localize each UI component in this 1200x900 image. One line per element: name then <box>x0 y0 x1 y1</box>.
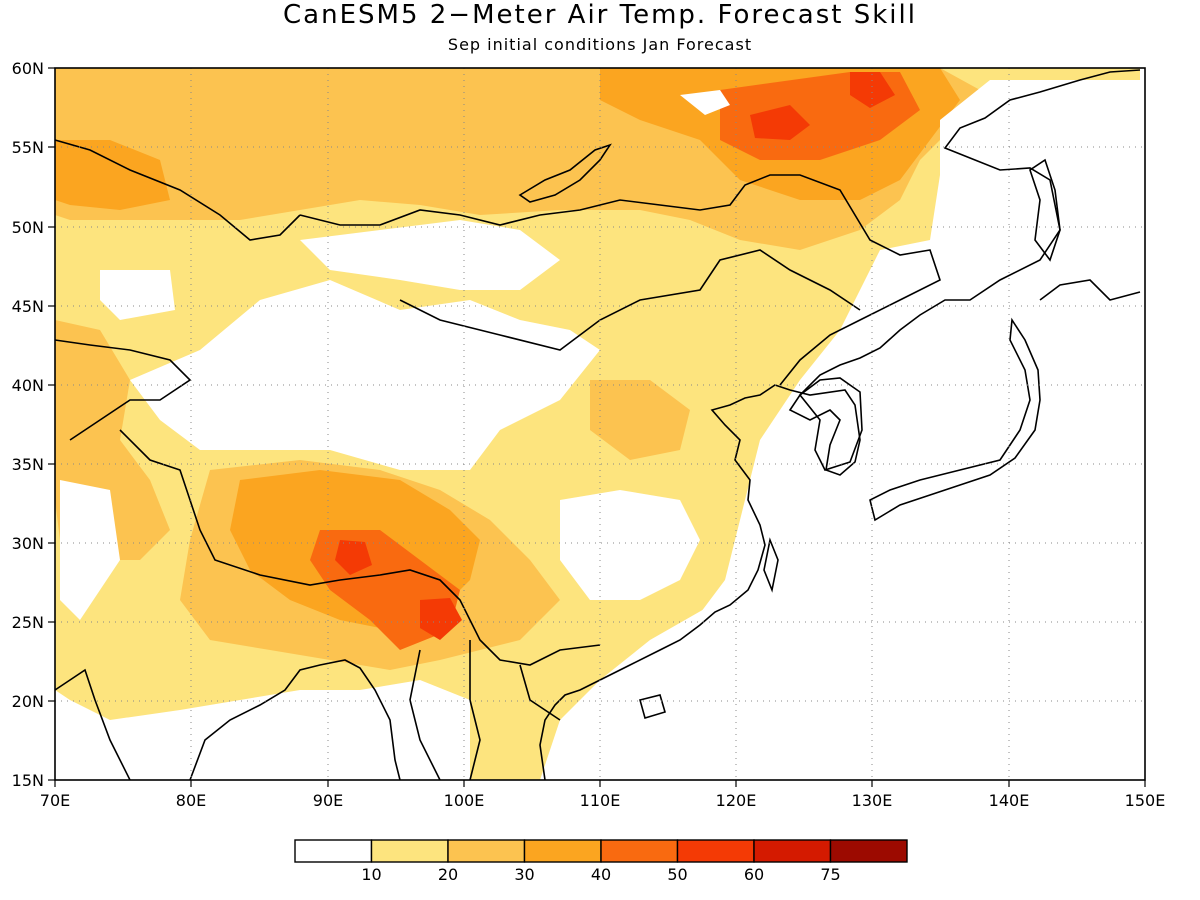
skill-fill-layer <box>55 68 1140 780</box>
coastline-bay-of-bengal <box>189 659 401 781</box>
coastline-hokkaido <box>1039 279 1141 301</box>
coastline-east-asia <box>539 69 1141 781</box>
skill-region-20-30 <box>590 380 690 460</box>
colorbar-swatch <box>676 839 755 863</box>
lon-labels: 70E 80E 90E 100E 110E 120E 130E 140E 150… <box>40 791 1166 810</box>
lon-tick-label: 70E <box>40 791 70 810</box>
colorbar-swatch <box>370 839 449 863</box>
skill-region-low <box>560 490 700 600</box>
axis-ticks <box>48 67 1146 787</box>
coastline-sakhalin <box>1029 158 1061 262</box>
lon-tick-label: 90E <box>313 791 343 810</box>
lake-baikal <box>518 143 612 203</box>
lat-tick-label: 50N <box>12 218 44 237</box>
lon-tick-label: 140E <box>989 791 1030 810</box>
coastline-japan <box>869 317 1041 522</box>
lon-tick-label: 110E <box>580 791 621 810</box>
lon-tick-label: 120E <box>716 791 757 810</box>
border-mongolia <box>299 174 941 386</box>
lat-tick-label: 20N <box>12 692 44 711</box>
colorbar-swatch <box>829 839 908 863</box>
skill-region-30-40 <box>55 140 170 210</box>
lat-tick-label: 40N <box>12 376 44 395</box>
colorbar-swatch <box>294 839 373 863</box>
skill-region-50-60 <box>420 598 462 640</box>
coastline-layer <box>54 69 1141 781</box>
colorbar-label: 60 <box>744 865 764 884</box>
lon-tick-label: 80E <box>176 791 206 810</box>
lon-tick-label: 150E <box>1125 791 1166 810</box>
coastline-korea <box>798 377 863 471</box>
lat-tick-label: 30N <box>12 534 44 553</box>
lat-labels: 60N 55N 50N 45N 40N 35N 30N 25N 20N 15N <box>12 59 44 790</box>
skill-region-50-60 <box>850 72 895 108</box>
coastline-taiwan <box>763 537 779 593</box>
skill-region-low <box>300 220 560 290</box>
skill-region-50-60 <box>335 540 372 575</box>
skill-region-low <box>100 270 175 320</box>
colorbar: 10 20 30 40 50 60 75 <box>294 839 908 884</box>
skill-region-low <box>560 80 1140 780</box>
skill-region-low <box>680 90 730 115</box>
border-kazakhstan <box>54 139 301 241</box>
border-southeast-asia <box>409 640 561 781</box>
colorbar-label: 30 <box>514 865 534 884</box>
colorbar-swatch <box>447 839 526 863</box>
colorbar-label: 40 <box>591 865 611 884</box>
colorbar-label: 10 <box>361 865 381 884</box>
skill-region-50-60 <box>750 105 810 140</box>
lat-tick-label: 25N <box>12 613 44 632</box>
border-china-mongolia <box>399 249 861 351</box>
colorbar-label: 20 <box>438 865 458 884</box>
map-title: CanESM5 2−Meter Air Temp. Forecast Skill <box>283 0 917 30</box>
skill-region-low <box>60 480 120 620</box>
border-himalaya <box>119 429 601 666</box>
border-central-asia <box>54 339 192 441</box>
coastline-hainan <box>639 694 666 720</box>
skill-region-low <box>130 280 600 470</box>
lat-tick-label: 60N <box>12 59 44 78</box>
colorbar-label: 75 <box>820 865 840 884</box>
lat-tick-label: 35N <box>12 455 44 474</box>
colorbar-swatch <box>753 839 832 863</box>
lon-tick-label: 130E <box>852 791 893 810</box>
lat-tick-label: 45N <box>12 297 44 316</box>
colorbar-label: 50 <box>667 865 687 884</box>
lat-tick-label: 15N <box>12 771 44 790</box>
lat-tick-label: 55N <box>12 138 44 157</box>
lon-tick-label: 100E <box>444 791 485 810</box>
map-subtitle: Sep initial conditions Jan Forecast <box>447 35 753 54</box>
colorbar-swatch <box>600 839 679 863</box>
colorbar-swatch <box>523 839 602 863</box>
coastline-india <box>54 668 131 781</box>
